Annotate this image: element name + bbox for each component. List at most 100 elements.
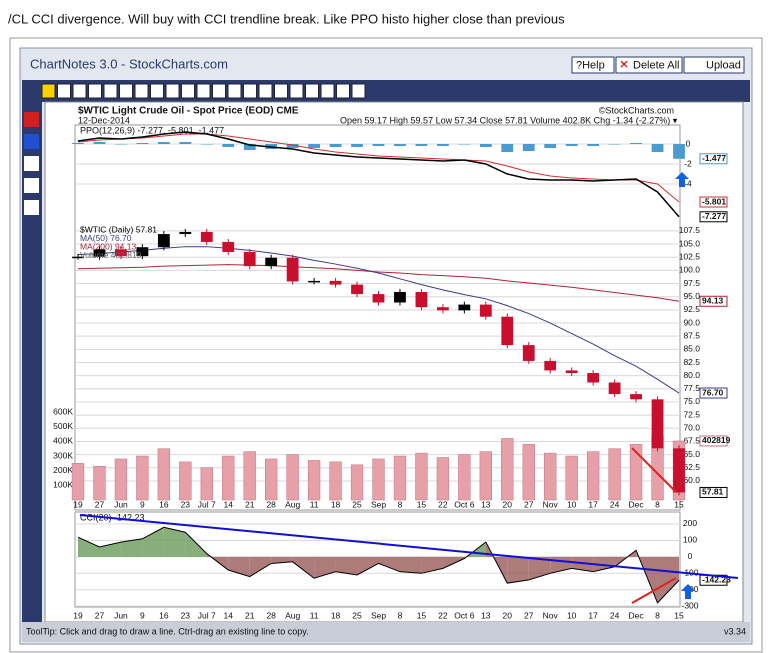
x-tick-label: 18 xyxy=(331,610,341,620)
volume-bar xyxy=(114,458,128,501)
ppo-histogram-bar xyxy=(372,144,385,146)
volume-bar xyxy=(71,463,85,501)
volume-bar xyxy=(265,458,278,501)
volume-bar xyxy=(350,464,364,501)
y-tick-label: 200 xyxy=(683,518,697,528)
ppo-histogram-bar xyxy=(608,144,621,145)
ppo-label: PPO(12,26,9) -7.277, -5.801, -1.477 xyxy=(80,125,224,135)
candle xyxy=(458,304,471,311)
value-label: 76.70 xyxy=(702,387,724,397)
candle xyxy=(243,251,256,267)
x-tick-label: 17 xyxy=(588,499,598,509)
x-tick-label: 18 xyxy=(331,499,341,509)
x-tick-label: Dec xyxy=(629,499,645,509)
value-box xyxy=(699,196,728,208)
x-tick-label: 11 xyxy=(310,610,319,620)
x-tick-label: 10 xyxy=(567,499,577,509)
volume-bar xyxy=(393,455,407,501)
cci-line xyxy=(77,526,680,604)
x-tick-label: 8 xyxy=(398,499,403,509)
value-label: 94.13 xyxy=(702,296,724,306)
candle xyxy=(587,373,600,383)
volume-bar xyxy=(307,460,321,501)
ppo-histogram-bar xyxy=(286,144,299,148)
value-label: -7.277 xyxy=(702,211,726,221)
button-label[interactable]: ?Help xyxy=(576,59,605,71)
ppo-histogram-bar xyxy=(93,142,106,144)
volume-bar xyxy=(93,466,106,501)
volume-bar xyxy=(436,457,450,501)
x-tick-label: 27 xyxy=(95,499,105,509)
x-tick-label: 21 xyxy=(245,610,255,620)
x-tick-label: 25 xyxy=(352,610,362,620)
value-box xyxy=(699,295,728,307)
x-tick-label: 16 xyxy=(159,499,169,509)
y-tick-label: 97.5 xyxy=(683,278,700,288)
ppo-line xyxy=(77,131,680,218)
value-box xyxy=(699,387,728,399)
y-tick-label: 92.5 xyxy=(683,304,700,314)
volume-bar xyxy=(608,448,621,501)
x-tick-label: 20 xyxy=(503,499,513,509)
x-tick-label: 20 xyxy=(503,610,513,620)
tool-icon xyxy=(57,83,71,99)
button-label[interactable]: Delete All xyxy=(633,59,679,71)
candle xyxy=(115,249,127,257)
x-tick-label: Jun xyxy=(114,499,128,509)
candle xyxy=(179,231,192,235)
candle xyxy=(351,284,363,295)
y-tick-label: 400K xyxy=(53,436,73,446)
cci-fill xyxy=(378,556,400,572)
value-label: 57.81 xyxy=(702,487,724,497)
x-tick-label: 24 xyxy=(610,610,620,620)
ppo-histogram-bar xyxy=(458,144,471,145)
volume-bar xyxy=(372,458,385,501)
window-title: ChartNotes 3.0 - StockCharts.com xyxy=(30,56,228,71)
volume-bar xyxy=(458,454,471,501)
ppo-histogram-bar xyxy=(222,144,235,147)
ppo-histogram-bar xyxy=(157,142,170,144)
x-tick-label: Oct 6 xyxy=(454,499,475,509)
y-tick-label: 100K xyxy=(53,480,73,490)
tool-icon xyxy=(227,83,242,99)
x-tick-label: 28 xyxy=(266,610,276,620)
tooltip: ToolTip: Click and drag to draw a line. … xyxy=(26,626,309,636)
upload-button[interactable]: Upload xyxy=(683,56,745,74)
y-tick-label: 105.0 xyxy=(679,238,701,248)
y-tick-label: 500K xyxy=(53,421,73,431)
y-tick-label: 65.0 xyxy=(683,449,700,459)
volume-bar xyxy=(501,438,514,501)
candle xyxy=(479,304,492,317)
ppo-histogram-bar xyxy=(200,144,213,145)
tool-icon xyxy=(134,83,149,99)
cci-fill xyxy=(657,556,679,603)
price-frame xyxy=(74,124,681,511)
cci-fill xyxy=(335,556,358,575)
y-tick-label: 100.0 xyxy=(679,265,701,275)
delete-button[interactable]: ✕ Delete All xyxy=(615,56,683,74)
annotations xyxy=(79,172,739,604)
volume-bar xyxy=(565,455,578,501)
credit: ©StockCharts.com xyxy=(599,105,674,115)
x-tick-label: 21 xyxy=(245,499,255,509)
value-label: -1.477 xyxy=(702,153,726,163)
value-box xyxy=(699,153,728,165)
y-tick-label: 77.5 xyxy=(683,383,700,393)
x-tick-label: 10 xyxy=(567,610,577,620)
candle xyxy=(222,241,235,252)
volume-bar xyxy=(415,452,428,501)
x-tick-label: Nov xyxy=(543,499,559,509)
side-toolbar xyxy=(22,102,42,622)
ma200-line xyxy=(77,264,680,302)
x-tick-label: 25 xyxy=(352,499,362,509)
x-tick-label: Dec xyxy=(629,610,645,620)
x-tick-label: 9 xyxy=(140,610,145,620)
x-tick-label: Sep xyxy=(371,499,386,509)
y-tick-label: 67.5 xyxy=(683,436,700,446)
button-label[interactable]: Upload xyxy=(706,59,741,71)
tool-icon xyxy=(196,83,211,99)
candle xyxy=(265,257,278,267)
help-button[interactable]: ?Help xyxy=(571,56,615,74)
x-tick-label: 8 xyxy=(655,499,660,509)
note: /CL CCI divergence. Will buy with CCI tr… xyxy=(8,11,565,26)
